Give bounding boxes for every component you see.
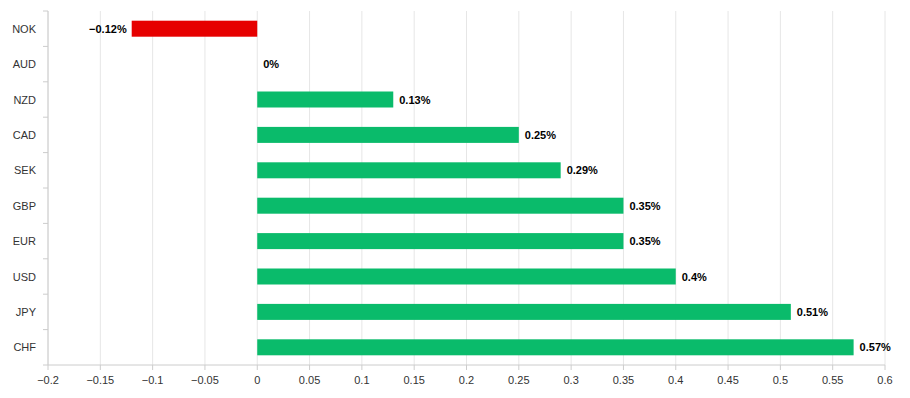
category-label: USD bbox=[13, 271, 36, 283]
tick-label: 0.55 bbox=[822, 374, 843, 386]
category-tick bbox=[43, 223, 48, 224]
tick-label: 0 bbox=[254, 374, 260, 386]
category-tick bbox=[43, 258, 48, 259]
grid-line bbox=[100, 11, 101, 365]
category-label: NOK bbox=[12, 23, 37, 35]
category-label: NZD bbox=[13, 94, 36, 106]
bar bbox=[257, 304, 791, 320]
tick-label: −0.05 bbox=[191, 374, 219, 386]
tick-mark bbox=[309, 365, 310, 370]
category-label: CHF bbox=[13, 341, 36, 353]
data-label: 0.35% bbox=[629, 235, 660, 247]
category-tick bbox=[43, 81, 48, 82]
tick-mark bbox=[885, 365, 886, 370]
data-label: 0.13% bbox=[399, 94, 430, 106]
category-label: EUR bbox=[13, 235, 36, 247]
bar bbox=[257, 92, 393, 108]
grid-line bbox=[885, 11, 886, 365]
bar bbox=[257, 127, 519, 143]
tick-label: 0.15 bbox=[403, 374, 424, 386]
category-tick bbox=[43, 117, 48, 118]
data-label: 0.25% bbox=[525, 129, 556, 141]
tick-label: −0.15 bbox=[86, 374, 114, 386]
data-label: 0.35% bbox=[629, 200, 660, 212]
tick-label: 0.5 bbox=[773, 374, 788, 386]
data-label: 0.57% bbox=[860, 341, 891, 353]
grid-line bbox=[832, 11, 833, 365]
bar bbox=[257, 56, 258, 72]
tick-label: −0.2 bbox=[37, 374, 59, 386]
tick-label: 0.3 bbox=[563, 374, 578, 386]
tick-mark bbox=[466, 365, 467, 370]
category-tick bbox=[43, 11, 48, 12]
tick-label: 0.05 bbox=[299, 374, 320, 386]
category-tick bbox=[43, 329, 48, 330]
tick-mark bbox=[832, 365, 833, 370]
tick-mark bbox=[100, 365, 101, 370]
data-label: −0.12% bbox=[89, 23, 127, 35]
category-tick bbox=[43, 294, 48, 295]
data-label: 0.51% bbox=[797, 306, 828, 318]
category-tick bbox=[43, 152, 48, 153]
bar bbox=[257, 339, 853, 355]
category-label: AUD bbox=[13, 58, 36, 70]
category-label: GBP bbox=[13, 200, 36, 212]
tick-mark bbox=[571, 365, 572, 370]
tick-label: −0.1 bbox=[142, 374, 164, 386]
category-tick bbox=[43, 188, 48, 189]
tick-mark bbox=[48, 365, 49, 370]
tick-mark bbox=[152, 365, 153, 370]
category-tick bbox=[43, 46, 48, 47]
bar bbox=[257, 198, 623, 214]
tick-label: 0.2 bbox=[459, 374, 474, 386]
tick-mark bbox=[518, 365, 519, 370]
tick-label: 0.4 bbox=[668, 374, 683, 386]
tick-mark bbox=[623, 365, 624, 370]
tick-mark bbox=[257, 365, 258, 370]
tick-mark bbox=[361, 365, 362, 370]
tick-label: 0.25 bbox=[508, 374, 529, 386]
data-label: 0.4% bbox=[682, 271, 707, 283]
grid-line bbox=[204, 11, 205, 365]
chart-svg: −0.2 −0.15 −0.1 −0.05 0 0.05 0.1 0.15 0.2 0.25 0.3… bbox=[0, 0, 910, 398]
category-tick bbox=[43, 365, 48, 366]
tick-label: 0.6 bbox=[877, 374, 892, 386]
chart: −0.2 −0.15 −0.1 −0.05 0 0.05 0.1 0.15 0.2 0.25 0.3… bbox=[0, 0, 910, 398]
tick-label: 0.35 bbox=[613, 374, 634, 386]
tick-mark bbox=[204, 365, 205, 370]
category-label: SEK bbox=[14, 164, 37, 176]
bar bbox=[257, 233, 623, 249]
value-axis bbox=[48, 365, 885, 366]
grid-line bbox=[152, 11, 153, 365]
tick-mark bbox=[728, 365, 729, 370]
bar bbox=[132, 21, 258, 37]
category-label: CAD bbox=[13, 129, 36, 141]
tick-mark bbox=[780, 365, 781, 370]
data-label: 0% bbox=[263, 58, 279, 70]
bar bbox=[257, 269, 676, 285]
tick-label: 0.1 bbox=[354, 374, 369, 386]
tick-mark bbox=[675, 365, 676, 370]
bars bbox=[132, 21, 854, 356]
data-label: 0.29% bbox=[567, 164, 598, 176]
bar bbox=[257, 162, 560, 178]
category-label: JPY bbox=[16, 306, 37, 318]
tick-label: 0.45 bbox=[717, 374, 738, 386]
tick-mark bbox=[414, 365, 415, 370]
